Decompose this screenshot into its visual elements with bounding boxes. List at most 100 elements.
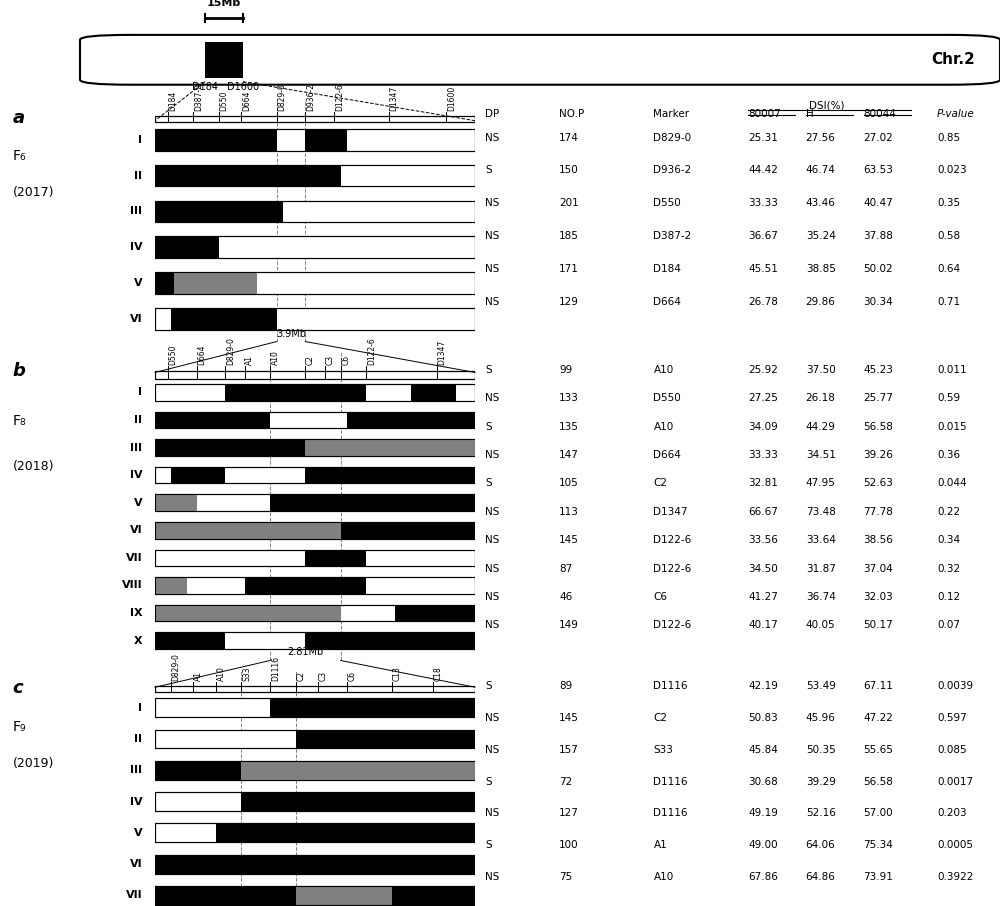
Bar bbox=[155, 129, 277, 150]
Text: S: S bbox=[486, 166, 492, 176]
Text: (2018): (2018) bbox=[13, 460, 54, 473]
Text: 0.22: 0.22 bbox=[937, 506, 960, 516]
Bar bbox=[155, 236, 475, 258]
Bar bbox=[155, 761, 241, 780]
Text: 39.29: 39.29 bbox=[806, 776, 836, 786]
Text: 99: 99 bbox=[559, 365, 572, 375]
Text: V: V bbox=[134, 828, 142, 838]
Text: III: III bbox=[130, 207, 142, 217]
Text: F₉: F₉ bbox=[13, 720, 26, 734]
Text: D1116: D1116 bbox=[654, 776, 688, 786]
Text: 50.02: 50.02 bbox=[864, 264, 893, 274]
Bar bbox=[216, 824, 475, 843]
Text: 46: 46 bbox=[559, 592, 572, 602]
Text: 33.64: 33.64 bbox=[806, 535, 836, 545]
Bar bbox=[155, 116, 475, 122]
Bar bbox=[241, 761, 318, 780]
Text: 45.96: 45.96 bbox=[806, 713, 836, 723]
Text: II: II bbox=[134, 734, 142, 744]
Text: C2: C2 bbox=[306, 355, 315, 365]
Text: 150: 150 bbox=[559, 166, 579, 176]
Text: 80007: 80007 bbox=[748, 109, 781, 119]
Bar bbox=[155, 273, 174, 294]
FancyBboxPatch shape bbox=[80, 34, 1000, 85]
Text: NO.P: NO.P bbox=[559, 109, 584, 119]
Text: 44.42: 44.42 bbox=[748, 166, 778, 176]
Text: 45.23: 45.23 bbox=[864, 365, 893, 375]
Text: 0.597: 0.597 bbox=[937, 713, 967, 723]
Text: D829-0: D829-0 bbox=[172, 653, 181, 681]
Text: 171: 171 bbox=[559, 264, 579, 274]
Bar bbox=[155, 273, 475, 294]
Text: 75: 75 bbox=[559, 872, 572, 882]
Text: NS: NS bbox=[486, 713, 500, 723]
Bar bbox=[155, 604, 475, 622]
Bar bbox=[305, 467, 475, 484]
Text: A10: A10 bbox=[216, 666, 225, 681]
Text: 0.36: 0.36 bbox=[937, 450, 960, 460]
Text: 34.09: 34.09 bbox=[748, 421, 778, 431]
Text: A10: A10 bbox=[271, 350, 280, 365]
Text: 185: 185 bbox=[559, 231, 579, 241]
Text: 149: 149 bbox=[559, 621, 579, 631]
Text: X: X bbox=[134, 635, 142, 646]
Text: 43.46: 43.46 bbox=[806, 198, 836, 208]
Text: D1347: D1347 bbox=[654, 506, 688, 516]
Text: 145: 145 bbox=[559, 535, 579, 545]
Text: 41.27: 41.27 bbox=[748, 592, 778, 602]
Bar bbox=[155, 761, 475, 780]
Text: NS: NS bbox=[486, 450, 500, 460]
Bar bbox=[155, 632, 475, 649]
Bar bbox=[155, 200, 475, 222]
Text: 45.84: 45.84 bbox=[748, 745, 778, 755]
Text: NS: NS bbox=[486, 393, 500, 403]
Text: NS: NS bbox=[486, 621, 500, 631]
Bar bbox=[296, 886, 392, 905]
Text: 35.24: 35.24 bbox=[806, 231, 836, 241]
Bar bbox=[155, 439, 475, 456]
Text: C3: C3 bbox=[325, 354, 334, 365]
Text: D1600: D1600 bbox=[447, 86, 456, 111]
Text: 47.95: 47.95 bbox=[806, 478, 836, 488]
Text: F₆: F₆ bbox=[13, 149, 26, 163]
Text: S33: S33 bbox=[654, 745, 673, 755]
Text: 77.78: 77.78 bbox=[864, 506, 893, 516]
Text: 46.74: 46.74 bbox=[806, 166, 836, 176]
Text: 50.83: 50.83 bbox=[748, 713, 778, 723]
Bar bbox=[270, 699, 475, 718]
Text: C6: C6 bbox=[341, 354, 350, 365]
Bar bbox=[155, 729, 475, 748]
Text: VII: VII bbox=[126, 553, 142, 563]
Text: 27.25: 27.25 bbox=[748, 393, 778, 403]
Text: 0.34: 0.34 bbox=[937, 535, 960, 545]
Text: 67.11: 67.11 bbox=[864, 681, 893, 691]
Text: 32.03: 32.03 bbox=[864, 592, 893, 602]
Text: 31.87: 31.87 bbox=[806, 564, 836, 573]
Bar bbox=[155, 824, 475, 843]
Text: 49.19: 49.19 bbox=[748, 808, 778, 818]
Text: NS: NS bbox=[486, 506, 500, 516]
Text: C18: C18 bbox=[434, 667, 443, 681]
Text: 37.04: 37.04 bbox=[864, 564, 893, 573]
Text: 34.50: 34.50 bbox=[748, 564, 778, 573]
Bar bbox=[318, 761, 475, 780]
Text: 26.78: 26.78 bbox=[748, 296, 778, 306]
Bar bbox=[155, 577, 187, 593]
Text: 0.015: 0.015 bbox=[937, 421, 967, 431]
Text: D1116: D1116 bbox=[654, 808, 688, 818]
Text: 87: 87 bbox=[559, 564, 572, 573]
Text: 0.85: 0.85 bbox=[937, 132, 960, 142]
Text: 50.17: 50.17 bbox=[864, 621, 893, 631]
Bar bbox=[155, 577, 475, 593]
Bar bbox=[155, 792, 475, 811]
Bar bbox=[155, 604, 475, 622]
Text: F₈: F₈ bbox=[13, 414, 26, 428]
Text: 38.85: 38.85 bbox=[806, 264, 836, 274]
Bar bbox=[174, 273, 257, 294]
Bar bbox=[392, 886, 475, 905]
Bar bbox=[155, 824, 475, 843]
Text: 0.011: 0.011 bbox=[937, 365, 967, 375]
Text: 30.34: 30.34 bbox=[864, 296, 893, 306]
Text: D664: D664 bbox=[242, 91, 251, 111]
Bar bbox=[155, 854, 475, 873]
